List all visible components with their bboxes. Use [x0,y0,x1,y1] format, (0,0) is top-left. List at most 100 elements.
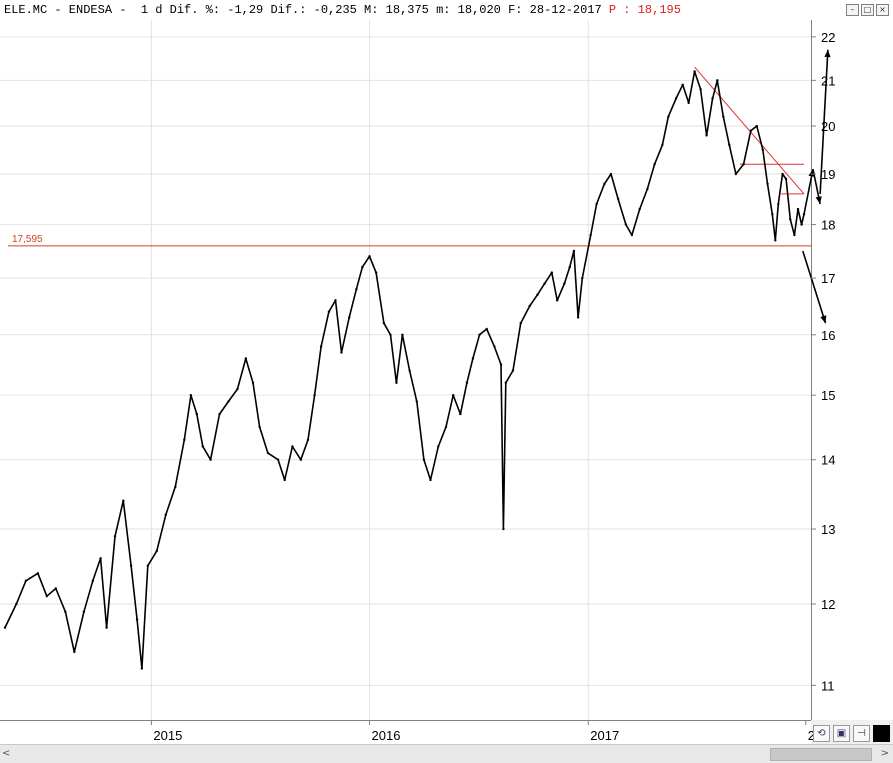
price-point [45,594,49,598]
price-point [646,187,649,191]
y-tick-label: 11 [821,678,835,693]
price-point [681,83,684,87]
price-point [528,304,531,308]
price-point [140,667,144,670]
y-tick-label: 21 [821,73,835,88]
trendline [694,66,805,195]
price-point [174,485,177,489]
price-point [236,387,239,391]
price-point [189,393,193,397]
y-tick-label: 17 [821,271,835,286]
refresh-icon[interactable]: ⟲ [813,725,830,742]
price-series [3,70,806,670]
price-point [465,381,469,384]
price-point [276,458,280,461]
price-point [576,316,580,319]
y-tick-label: 18 [821,218,835,233]
scroll-right-arrow-icon[interactable]: > [880,748,889,759]
price-point [774,239,777,242]
color-box-icon[interactable] [873,725,890,742]
price-point [589,233,592,237]
price-point [742,163,745,166]
price-point [667,115,670,118]
price-point [519,321,522,325]
price-point [734,172,738,176]
y-tick-label: 13 [821,522,835,537]
price-point [201,445,205,448]
price-point [693,70,696,73]
price-point [429,478,432,482]
scroll-thumb[interactable] [770,748,872,761]
price-point [781,172,784,176]
price-point [661,143,664,147]
scroll-left-arrow-icon[interactable]: < [2,748,11,759]
horizontal-scrollbar[interactable]: < > [0,744,893,763]
price-point [789,218,792,221]
price-point [499,363,503,366]
arrow-head [815,196,822,204]
price-point [674,97,678,100]
pin-icon[interactable]: ⊣ [853,725,870,742]
price-point [555,299,559,302]
price-point [251,381,255,384]
arrow-shaft [802,250,827,324]
price-point [630,233,634,237]
price-point [291,445,294,448]
price-point [452,393,455,397]
price-point [183,438,186,442]
y-tick-label: 22 [821,30,835,45]
y-tick-label: 16 [821,328,835,343]
price-point [793,233,796,237]
price-point [653,163,656,166]
price-point [283,478,286,482]
minimize-button[interactable]: – [846,4,859,16]
price-point [135,618,139,621]
price-point [705,134,708,137]
price-point [711,97,714,100]
price-point [395,381,398,384]
price-point [122,499,125,502]
maximize-button[interactable]: □ [861,4,874,16]
price-point [155,549,158,553]
price-point [382,321,386,325]
price-point [493,345,496,348]
price-point [355,287,358,291]
price-point [609,172,613,176]
price-point [54,587,57,590]
price-point [687,101,690,105]
arrow-head [820,315,827,324]
price-point [313,393,316,397]
y-tick-label: 20 [821,119,835,134]
price-chart[interactable]: 17,595 11 12 13 14 15 16 17 18 19 20 21 22 2015 2016… [0,0,893,744]
price-point [164,513,167,516]
x-axis-ticks: 2015 2016 2017 2 [150,720,815,743]
y-tick-label: 12 [821,597,835,612]
price-point [348,316,351,319]
price-point [91,579,95,583]
price-point [572,249,576,253]
price-point [699,88,702,91]
price-point [64,610,67,613]
price-point [129,564,133,567]
x-tick-label: 2017 [590,728,619,743]
price-point [511,369,515,372]
y-axis-ticks: 11 12 13 14 15 16 17 18 19 20 21 22 [811,30,835,693]
price-point [3,626,7,629]
price-point [319,345,323,348]
support-label: 17,595 [12,234,43,245]
price-point [266,451,270,455]
close-button[interactable]: × [876,4,889,16]
arrow-head [824,49,831,58]
price-point [327,310,331,313]
x-axis-panel [0,720,811,745]
price-point [113,535,117,538]
price-point [105,626,108,629]
price-point [728,143,731,147]
save-icon[interactable]: ▣ [833,725,850,742]
price-line [4,70,805,670]
price-point [777,202,780,206]
price-point [244,357,248,360]
price-point [471,357,475,360]
title-main: ELE.MC - ENDESA - 1 d Dif. %: -1,29 Dif.… [4,3,609,17]
price-point [485,327,488,331]
